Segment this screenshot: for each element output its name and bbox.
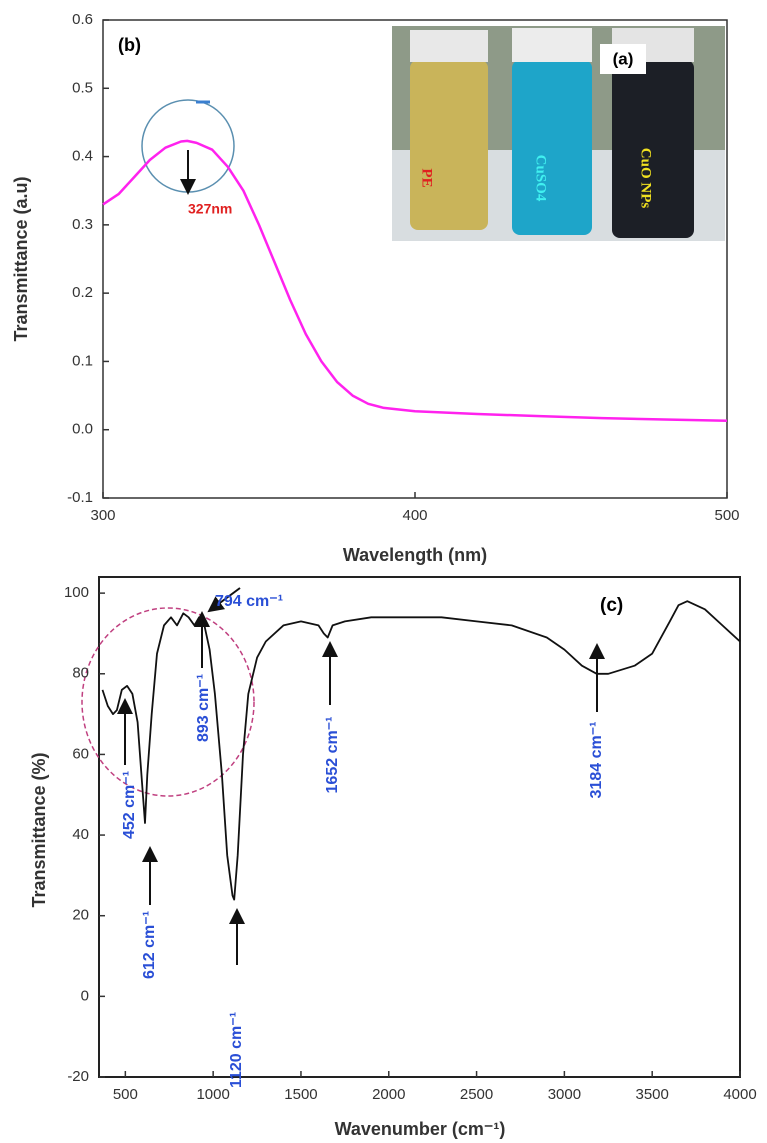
y-tick-label: 0.1 — [72, 352, 93, 369]
peak-label: 452 cm⁻¹ — [121, 771, 138, 839]
inset-photo — [392, 26, 725, 241]
panel-label: (c) — [600, 595, 623, 616]
x-tick-label: 4000 — [723, 1086, 756, 1103]
panel-label: (b) — [118, 35, 141, 55]
x-tick-label: 2500 — [460, 1086, 493, 1103]
peak-label: 893 cm⁻¹ — [195, 674, 212, 742]
y-tick-label: 40 — [72, 826, 89, 843]
peak-label: 1120 cm⁻¹ — [228, 1012, 245, 1088]
y-tick-label: 20 — [72, 907, 89, 924]
inset-label: (a) — [613, 49, 634, 68]
x-tick-label: 300 — [90, 507, 115, 524]
peak-label: 3184 cm⁻¹ — [588, 722, 605, 799]
x-axis-label: Wavenumber (cm⁻¹) — [335, 1119, 506, 1139]
y-tick-label: 0.0 — [72, 421, 93, 438]
y-tick-label: 0.5 — [72, 79, 93, 96]
y-tick-label: 60 — [72, 745, 89, 762]
x-tick-label: 400 — [402, 507, 427, 524]
x-tick-label: 500 — [714, 507, 739, 524]
y-axis-label: Transmittance (%) — [29, 752, 49, 907]
vial-label: CuSO4 — [533, 155, 549, 202]
y-tick-label: 0.2 — [72, 284, 93, 301]
highlight-ellipse — [81, 607, 255, 797]
y-tick-label: 0.4 — [72, 148, 93, 165]
y-tick-label: 0.6 — [72, 11, 93, 28]
y-tick-label: 0 — [81, 987, 89, 1004]
y-axis-label: Transmittance (a.u) — [11, 176, 31, 341]
vial-label: PE — [419, 168, 435, 187]
y-tick-label: 80 — [72, 665, 89, 682]
x-tick-label: 1000 — [196, 1086, 229, 1103]
x-tick-label: 3500 — [636, 1086, 669, 1103]
peak-label: 327nm — [188, 201, 232, 217]
peak-label: 794 cm⁻¹ — [215, 593, 283, 610]
plot-frame — [98, 576, 741, 1078]
y-tick-label: 0.3 — [72, 216, 93, 233]
x-tick-label: 3000 — [548, 1086, 581, 1103]
y-tick-label: -20 — [67, 1068, 89, 1085]
vial-label: CuO NPs — [638, 148, 654, 209]
data-line — [102, 139, 728, 423]
x-tick-label: 1500 — [284, 1086, 317, 1103]
x-axis-label: Wavelength (nm) — [343, 545, 487, 565]
x-tick-label: 500 — [113, 1086, 138, 1103]
x-tick-label: 2000 — [372, 1086, 405, 1103]
y-tick-label: -0.1 — [67, 489, 93, 506]
peak-label: 612 cm⁻¹ — [141, 911, 158, 979]
y-tick-label: 100 — [64, 584, 89, 601]
peak-label: 1652 cm⁻¹ — [324, 717, 341, 794]
arrow — [207, 587, 241, 613]
data-line — [101, 600, 741, 901]
